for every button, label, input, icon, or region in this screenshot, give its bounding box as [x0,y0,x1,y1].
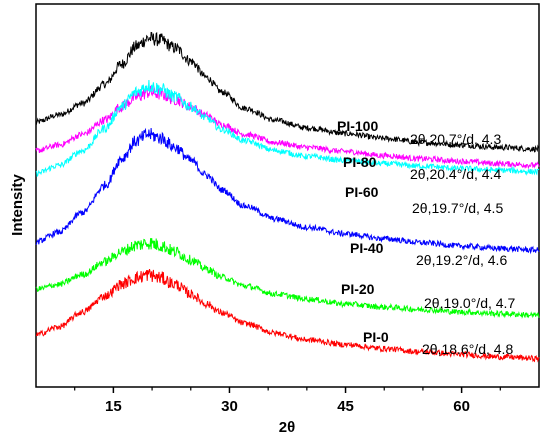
series-label-pi-100: PI-100 [337,118,378,134]
x-tick-label: 45 [337,398,354,415]
series-annotation-pi-60: 2θ,19.7°/d, 4.5 [412,200,503,216]
x-tick-label: 60 [453,398,470,415]
series-labels: PI-100 2θ,20.7°/d, 4.3 PI-80 2θ,20.4°/d, 4.… [337,118,515,357]
series-line-pi-100 [35,31,540,153]
series-annotation-pi-0: 2θ,18.6°/d, 4.8 [422,341,513,357]
series-line-pi-40 [35,127,540,255]
x-tick-label: 30 [221,398,238,415]
series-label-pi-0: PI-0 [363,329,389,345]
series-line-pi-0 [35,268,540,363]
x-tick-label: 15 [105,398,122,415]
series-line-pi-80 [35,85,540,170]
x-axis-ticks: 15 30 45 60 [74,387,501,415]
series-label-pi-40: PI-40 [350,240,384,256]
series-label-pi-20: PI-20 [341,281,375,297]
series-annotation-pi-80: 2θ,20.4°/d, 4.4 [410,166,501,182]
x-axis-title: 2θ [279,419,295,436]
series-layer [35,31,540,363]
plot-frame [35,3,540,388]
y-axis-title: Intensity [9,174,26,236]
series-line-pi-20 [35,238,540,319]
series-label-pi-60: PI-60 [345,184,379,200]
series-label-pi-80: PI-80 [343,154,377,170]
series-line-pi-60 [35,79,540,178]
series-annotation-pi-20: 2θ,19.0°/d, 4.7 [424,295,515,311]
series-annotation-pi-100: 2θ,20.7°/d, 4.3 [410,131,501,147]
series-annotation-pi-40: 2θ,19.2°/d, 4.6 [416,252,507,268]
